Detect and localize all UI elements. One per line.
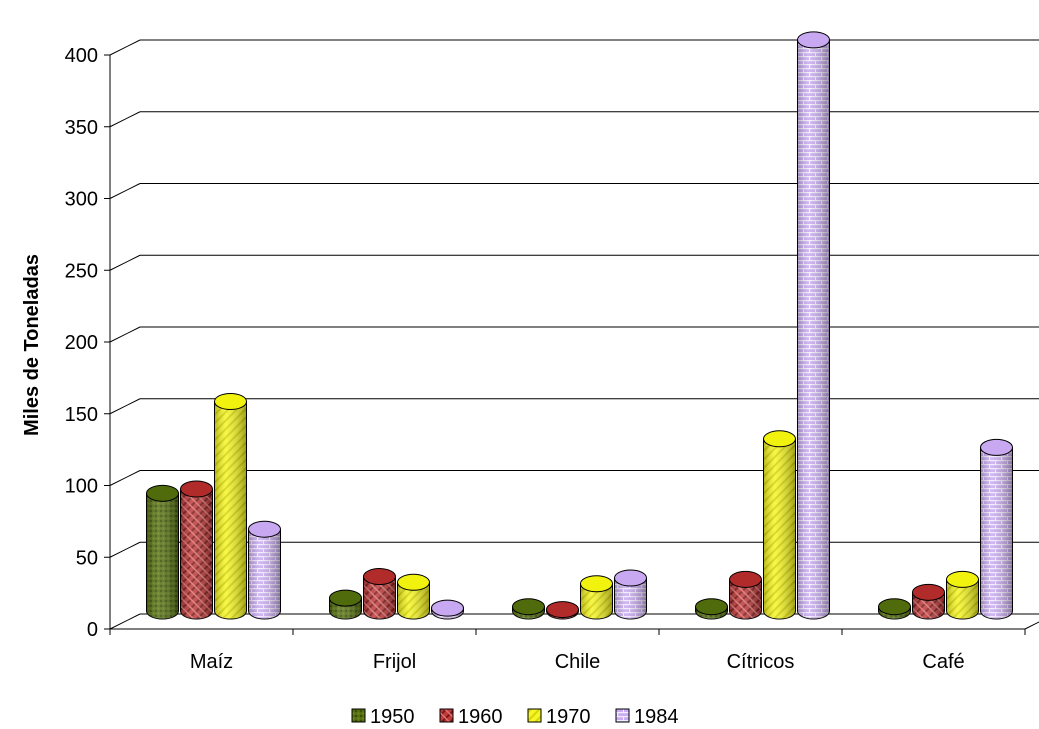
legend-label: 1960	[458, 706, 503, 728]
bar-shading	[363, 576, 396, 619]
bar-top	[512, 598, 545, 616]
legend-label: 1970	[546, 706, 591, 728]
x-tick-label: Maíz	[190, 651, 233, 673]
legend-swatch	[527, 708, 542, 723]
bar	[512, 598, 545, 620]
bar-top	[546, 601, 579, 619]
bar-shading	[180, 489, 213, 619]
legend-swatch	[615, 708, 630, 723]
bar	[729, 570, 762, 620]
bar	[763, 430, 796, 620]
bar	[180, 480, 213, 620]
bar-top	[878, 598, 911, 616]
bar	[546, 601, 579, 620]
bar-top	[763, 430, 796, 448]
bar-top	[363, 568, 396, 586]
bar-top	[329, 589, 362, 607]
x-tick-label: Frijol	[373, 651, 416, 673]
bar-top	[912, 583, 945, 601]
bar-top	[946, 570, 979, 588]
bar-top	[180, 480, 213, 498]
y-tick-label: 300	[65, 189, 98, 211]
wall-gridline	[109, 111, 141, 128]
legend: 1950 1960 1970 1984	[351, 706, 679, 728]
bar-shading	[797, 39, 830, 620]
wall-gridline	[109, 541, 141, 558]
bar	[214, 392, 247, 620]
bar	[397, 573, 430, 620]
y-tick-label: 400	[65, 45, 98, 67]
y-tick-label: 250	[65, 260, 98, 282]
y-tick-label: 50	[76, 547, 98, 569]
wall-gridline	[109, 39, 141, 56]
legend-swatch	[351, 708, 366, 723]
bar	[878, 598, 911, 620]
bar	[980, 438, 1013, 620]
bar-shading	[946, 579, 979, 619]
bar	[695, 598, 728, 620]
floor-right-edge	[1024, 621, 1039, 630]
bar	[248, 520, 281, 620]
wall-gridline	[109, 183, 141, 199]
bar-top	[214, 392, 247, 410]
bar-shading	[248, 529, 281, 619]
bar	[797, 31, 830, 620]
bar	[912, 583, 945, 620]
bar-top	[729, 570, 762, 588]
bar-top	[146, 484, 179, 502]
bar-shading	[980, 447, 1013, 619]
bar	[431, 599, 464, 620]
bar	[946, 570, 979, 620]
bar-top	[431, 599, 464, 617]
bar-shading	[729, 579, 762, 619]
x-axis-categories: Maíz Frijol Chile Cítricos Café	[109, 629, 1026, 673]
bar-shading	[397, 582, 430, 619]
y-tick-label: 150	[65, 404, 98, 426]
bar	[363, 568, 396, 620]
legend-label: 1950	[370, 706, 415, 728]
wall-gridline	[109, 398, 141, 415]
bar-shading	[580, 583, 613, 619]
bar-top	[397, 573, 430, 591]
bar-top	[980, 438, 1013, 456]
bar-top	[695, 598, 728, 616]
y-axis-ticks: 0 50 100 150 200 250 300 350 400	[65, 45, 110, 641]
x-tick-label: Chile	[555, 651, 601, 673]
bar	[329, 589, 362, 620]
wall-gridline	[109, 470, 141, 486]
wall-gridline	[109, 254, 141, 271]
y-tick-label: 350	[65, 117, 98, 139]
bar-shading	[214, 401, 247, 619]
bar-top	[580, 575, 613, 593]
legend-label: 1984	[634, 706, 679, 728]
x-tick-label: Café	[922, 651, 964, 673]
legend-swatch	[439, 708, 454, 723]
bar-shading	[763, 438, 796, 619]
bars	[146, 31, 1013, 620]
bar	[580, 575, 613, 620]
bar-top	[248, 520, 281, 538]
y-tick-label: 0	[87, 619, 98, 641]
bar	[146, 484, 179, 620]
bar	[614, 569, 647, 620]
gridlines	[109, 39, 1039, 630]
bar-shading	[614, 577, 647, 619]
bar-shading	[146, 493, 179, 619]
y-tick-label: 200	[65, 332, 98, 354]
bar-top	[614, 569, 647, 587]
y-tick-label: 100	[65, 476, 98, 498]
bar-top	[797, 31, 830, 49]
x-tick-label: Cítricos	[727, 651, 795, 673]
wall-gridline	[109, 613, 141, 630]
wall-gridline	[109, 326, 141, 343]
y-axis-label: Miles de Toneladas	[21, 254, 43, 436]
